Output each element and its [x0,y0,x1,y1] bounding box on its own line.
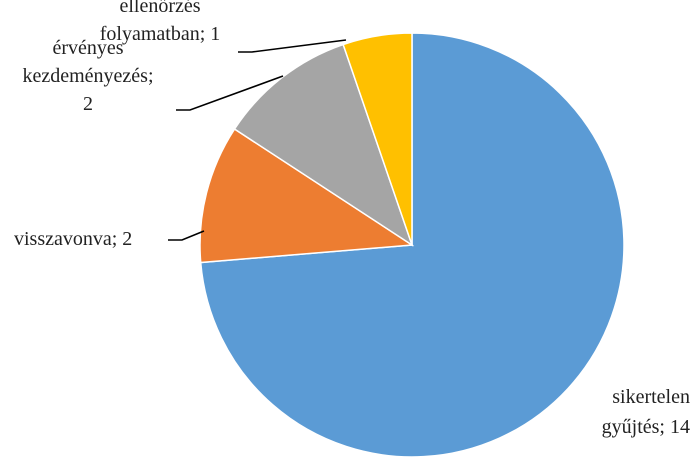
data-label-4: ellenőrzés folyamatban; 1 [100,0,221,45]
pie-slice-4 [342,32,413,246]
data-label-line: gyűjtés; 14 [602,416,690,438]
data-label-2: visszavonva; 2 [14,228,132,250]
pie-slice-2 [199,128,415,264]
data-label-1: sikertelen gyűjtés; 14 [602,386,690,438]
pie-slice-3 [233,43,414,247]
data-label-line: kezdeményezés; [22,65,153,87]
data-labels: sikertelen gyűjtés; 14 visszavonva; 2 érvén… [14,0,690,438]
leader-line-2 [168,230,205,241]
data-label-line: folyamatban; 1 [100,23,221,45]
pie-slices [199,32,625,458]
data-label-3: érvényes kezdeményezés; 2 [22,37,153,115]
leader-lines [168,39,347,241]
data-label-line: visszavonva; 2 [14,228,132,250]
data-label-line: ellenőrzés [119,0,200,17]
data-label-line: sikertelen [612,386,690,408]
data-label-line: 2 [83,93,93,115]
leader-line-3 [176,75,284,111]
leader-line-4 [238,39,347,53]
data-label-line: érvényes [52,37,123,59]
